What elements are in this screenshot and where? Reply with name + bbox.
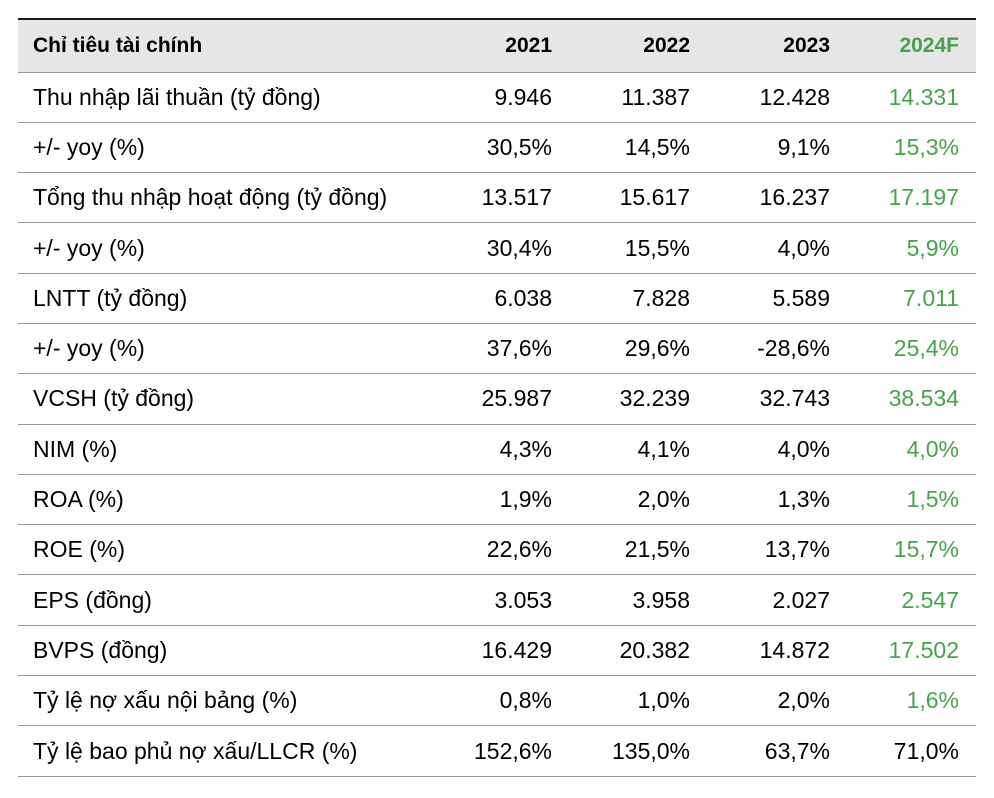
table-row: VCSH (tỷ đồng) 25.987 32.239 32.743 38.5… xyxy=(18,373,976,425)
cell-2023: 5.589 xyxy=(691,273,831,324)
row-label: Tỷ lệ nợ xấu nội bảng (%) xyxy=(18,675,450,727)
cell-2024f: 15,7% xyxy=(831,524,976,576)
cell-2024f: 25,4% xyxy=(831,323,976,375)
cell-2021: 37,6% xyxy=(450,323,553,375)
cell-2021: 16.429 xyxy=(450,625,553,677)
cell-2021: 6.038 xyxy=(450,273,553,324)
row-label: Tổng thu nhập hoạt động (tỷ đồng) xyxy=(18,172,450,224)
cell-2021: 9.946 xyxy=(450,72,553,123)
cell-2021: 25.987 xyxy=(450,373,553,425)
table-header-row: Chỉ tiêu tài chính 2021 2022 2023 2024F xyxy=(18,18,976,73)
table-row: +/- yoy (%) 30,5% 14,5% 9,1% 15,3% xyxy=(18,122,976,174)
cell-2022: 3.958 xyxy=(553,574,691,626)
cell-2024f: 17.502 xyxy=(831,625,976,677)
cell-2021: 30,4% xyxy=(450,222,553,274)
cell-2023: -28,6% xyxy=(691,323,831,375)
cell-2022: 4,1% xyxy=(553,424,691,475)
cell-2021: 0,8% xyxy=(450,675,553,727)
cell-2024f: 14.331 xyxy=(831,72,976,123)
row-label: ROE (%) xyxy=(18,524,450,576)
cell-2024f: 5,9% xyxy=(831,222,976,274)
cell-2024f: 71,0% xyxy=(831,725,976,777)
row-label: +/- yoy (%) xyxy=(18,222,450,274)
cell-2021: 152,6% xyxy=(450,725,553,777)
row-label: NIM (%) xyxy=(18,424,450,475)
cell-2022: 14,5% xyxy=(553,122,691,174)
cell-2024f: 7.011 xyxy=(831,273,976,324)
table-row: Tỷ lệ bao phủ nợ xấu/LLCR (%) 152,6% 135… xyxy=(18,725,976,777)
cell-2021: 22,6% xyxy=(450,524,553,576)
table-row: +/- yoy (%) 37,6% 29,6% -28,6% 25,4% xyxy=(18,323,976,375)
cell-2023: 32.743 xyxy=(691,373,831,425)
table-row: BVPS (đồng) 16.429 20.382 14.872 17.502 xyxy=(18,624,976,677)
row-label: +/- yoy (%) xyxy=(18,323,450,375)
header-2021: 2021 xyxy=(450,18,553,73)
cell-2023: 16.237 xyxy=(691,172,831,224)
cell-2022: 21,5% xyxy=(553,524,691,576)
row-label: VCSH (tỷ đồng) xyxy=(18,373,450,425)
table-row: Tỷ lệ nợ xấu nội bảng (%) 0,8% 1,0% 2,0%… xyxy=(18,675,976,727)
cell-2024f: 2.547 xyxy=(831,574,976,626)
financial-indicators-table-container: Chỉ tiêu tài chính 2021 2022 2023 2024F … xyxy=(18,18,976,777)
financial-indicators-table: Chỉ tiêu tài chính 2021 2022 2023 2024F … xyxy=(18,18,976,777)
row-label: LNTT (tỷ đồng) xyxy=(18,273,450,324)
row-label: ROA (%) xyxy=(18,474,450,526)
cell-2023: 13,7% xyxy=(691,524,831,576)
row-label: +/- yoy (%) xyxy=(18,122,450,174)
cell-2022: 135,0% xyxy=(553,725,691,777)
header-2024f: 2024F xyxy=(831,18,976,73)
table-row: ROA (%) 1,9% 2,0% 1,3% 1,5% xyxy=(18,474,976,526)
cell-2023: 9,1% xyxy=(691,122,831,174)
cell-2023: 12.428 xyxy=(691,72,831,123)
header-2022: 2022 xyxy=(553,18,691,73)
table-row: Tổng thu nhập hoạt động (tỷ đồng) 13.517… xyxy=(18,172,976,224)
table-row: EPS (đồng) 3.053 3.958 2.027 2.547 xyxy=(18,574,976,626)
cell-2023: 14.872 xyxy=(691,625,831,677)
cell-2021: 4,3% xyxy=(450,424,553,475)
table-row: Thu nhập lãi thuần (tỷ đồng) 9.946 11.38… xyxy=(18,72,976,123)
cell-2023: 4,0% xyxy=(691,424,831,475)
cell-2022: 1,0% xyxy=(553,675,691,727)
cell-2022: 2,0% xyxy=(553,474,691,526)
cell-2022: 29,6% xyxy=(553,323,691,375)
cell-2023: 63,7% xyxy=(691,725,831,777)
header-indicator: Chỉ tiêu tài chính xyxy=(18,18,450,73)
cell-2023: 1,3% xyxy=(691,474,831,526)
cell-2021: 1,9% xyxy=(450,474,553,526)
table-row: +/- yoy (%) 30,4% 15,5% 4,0% 5,9% xyxy=(18,222,976,274)
cell-2022: 32.239 xyxy=(553,373,691,425)
cell-2022: 15,5% xyxy=(553,222,691,274)
header-2023: 2023 xyxy=(691,18,831,73)
cell-2021: 30,5% xyxy=(450,122,553,174)
table-row: NIM (%) 4,3% 4,1% 4,0% 4,0% xyxy=(18,424,976,475)
cell-2024f: 15,3% xyxy=(831,122,976,174)
cell-2022: 20.382 xyxy=(553,625,691,677)
table-row: LNTT (tỷ đồng) 6.038 7.828 5.589 7.011 xyxy=(18,273,976,324)
cell-2023: 2,0% xyxy=(691,675,831,727)
table-row: ROE (%) 22,6% 21,5% 13,7% 15,7% xyxy=(18,524,976,576)
row-label: BVPS (đồng) xyxy=(18,624,450,677)
cell-2021: 3.053 xyxy=(450,574,553,626)
cell-2022: 7.828 xyxy=(553,273,691,324)
cell-2023: 2.027 xyxy=(691,574,831,626)
cell-2024f: 17.197 xyxy=(831,172,976,224)
row-label: EPS (đồng) xyxy=(18,574,450,626)
cell-2024f: 1,5% xyxy=(831,474,976,526)
cell-2024f: 38.534 xyxy=(831,373,976,425)
cell-2021: 13.517 xyxy=(450,172,553,224)
cell-2023: 4,0% xyxy=(691,222,831,274)
cell-2022: 15.617 xyxy=(553,172,691,224)
row-label: Tỷ lệ bao phủ nợ xấu/LLCR (%) xyxy=(18,725,450,777)
row-label: Thu nhập lãi thuần (tỷ đồng) xyxy=(18,72,450,123)
cell-2024f: 1,6% xyxy=(831,675,976,727)
cell-2022: 11.387 xyxy=(553,72,691,123)
cell-2024f: 4,0% xyxy=(831,424,976,475)
